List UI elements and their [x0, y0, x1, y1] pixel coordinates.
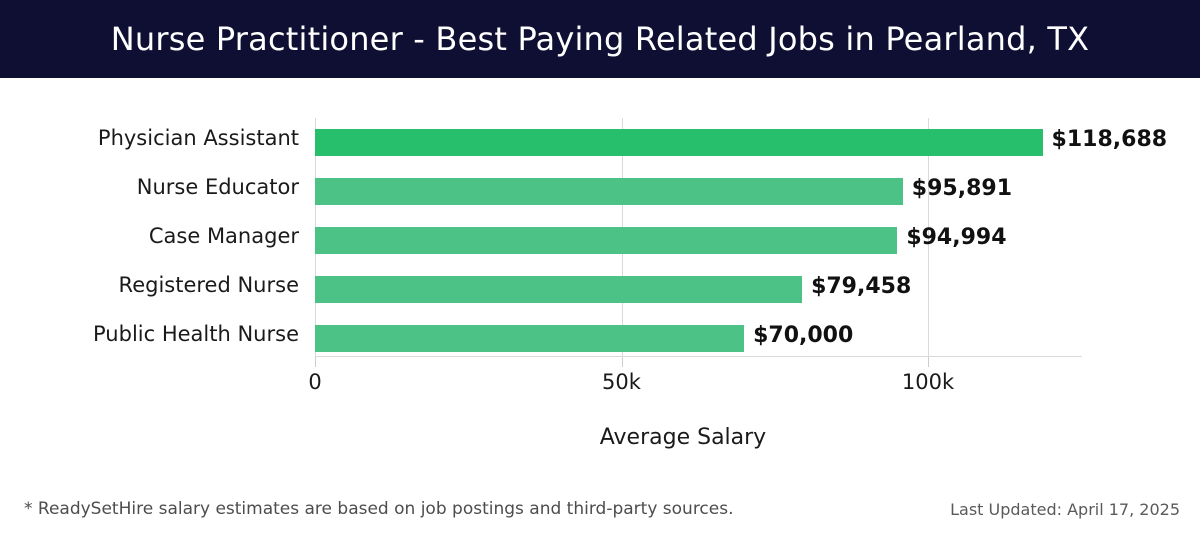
- category-label-container: Public Health Nurse: [0, 314, 315, 363]
- bar-row: Nurse Educator $95,891: [0, 167, 1200, 216]
- bar-row: Public Health Nurse $70,000: [0, 314, 1200, 363]
- x-axis-title: Average Salary: [0, 425, 1200, 450]
- category-label: Case Manager: [148, 224, 299, 248]
- x-axis-tick-label: 100k: [901, 370, 955, 394]
- bar-value-label: $70,000: [753, 323, 854, 348]
- last-updated-text: Last Updated: April 17, 2025: [950, 500, 1180, 519]
- plot-area: Physician Assistant $118,688 Nurse Educato…: [0, 78, 1200, 540]
- bar[interactable]: [315, 325, 745, 352]
- bar[interactable]: [315, 178, 903, 205]
- x-axis-line: [315, 356, 1082, 357]
- bar-value-label: $94,994: [906, 225, 1007, 250]
- x-axis-tick: [315, 356, 316, 367]
- category-label-container: Nurse Educator: [0, 167, 315, 216]
- gridline: [928, 118, 929, 356]
- x-axis-tick-label: 50k: [602, 370, 641, 394]
- bar-value-label: $79,458: [811, 274, 912, 299]
- bar-value-label: $118,688: [1051, 127, 1168, 152]
- category-label: Physician Assistant: [97, 126, 299, 150]
- bar-row: Physician Assistant $118,688: [0, 118, 1200, 167]
- category-label: Registered Nurse: [118, 273, 299, 297]
- x-axis-tick-label: 0: [308, 370, 322, 394]
- category-label-container: Case Manager: [0, 216, 315, 265]
- x-axis-tick: [621, 356, 623, 367]
- x-axis-title-text: Average Salary: [599, 425, 767, 450]
- category-label-container: Registered Nurse: [0, 265, 315, 314]
- chart-header: Nurse Practitioner - Best Paying Related…: [0, 0, 1200, 78]
- category-label-container: Physician Assistant: [0, 118, 315, 167]
- bar[interactable]: [315, 227, 898, 254]
- page-title: Nurse Practitioner - Best Paying Related…: [110, 20, 1090, 58]
- category-label: Public Health Nurse: [93, 322, 299, 346]
- bar[interactable]: [315, 276, 803, 303]
- footnote-text: * ReadySetHire salary estimates are base…: [24, 499, 734, 519]
- category-label: Nurse Educator: [136, 175, 299, 199]
- bar-value-label: $95,891: [911, 176, 1012, 201]
- bar[interactable]: [315, 129, 1043, 156]
- x-axis-tick: [928, 356, 929, 367]
- bar-row: Registered Nurse $79,458: [0, 265, 1200, 314]
- bar-row: Case Manager $94,994: [0, 216, 1200, 265]
